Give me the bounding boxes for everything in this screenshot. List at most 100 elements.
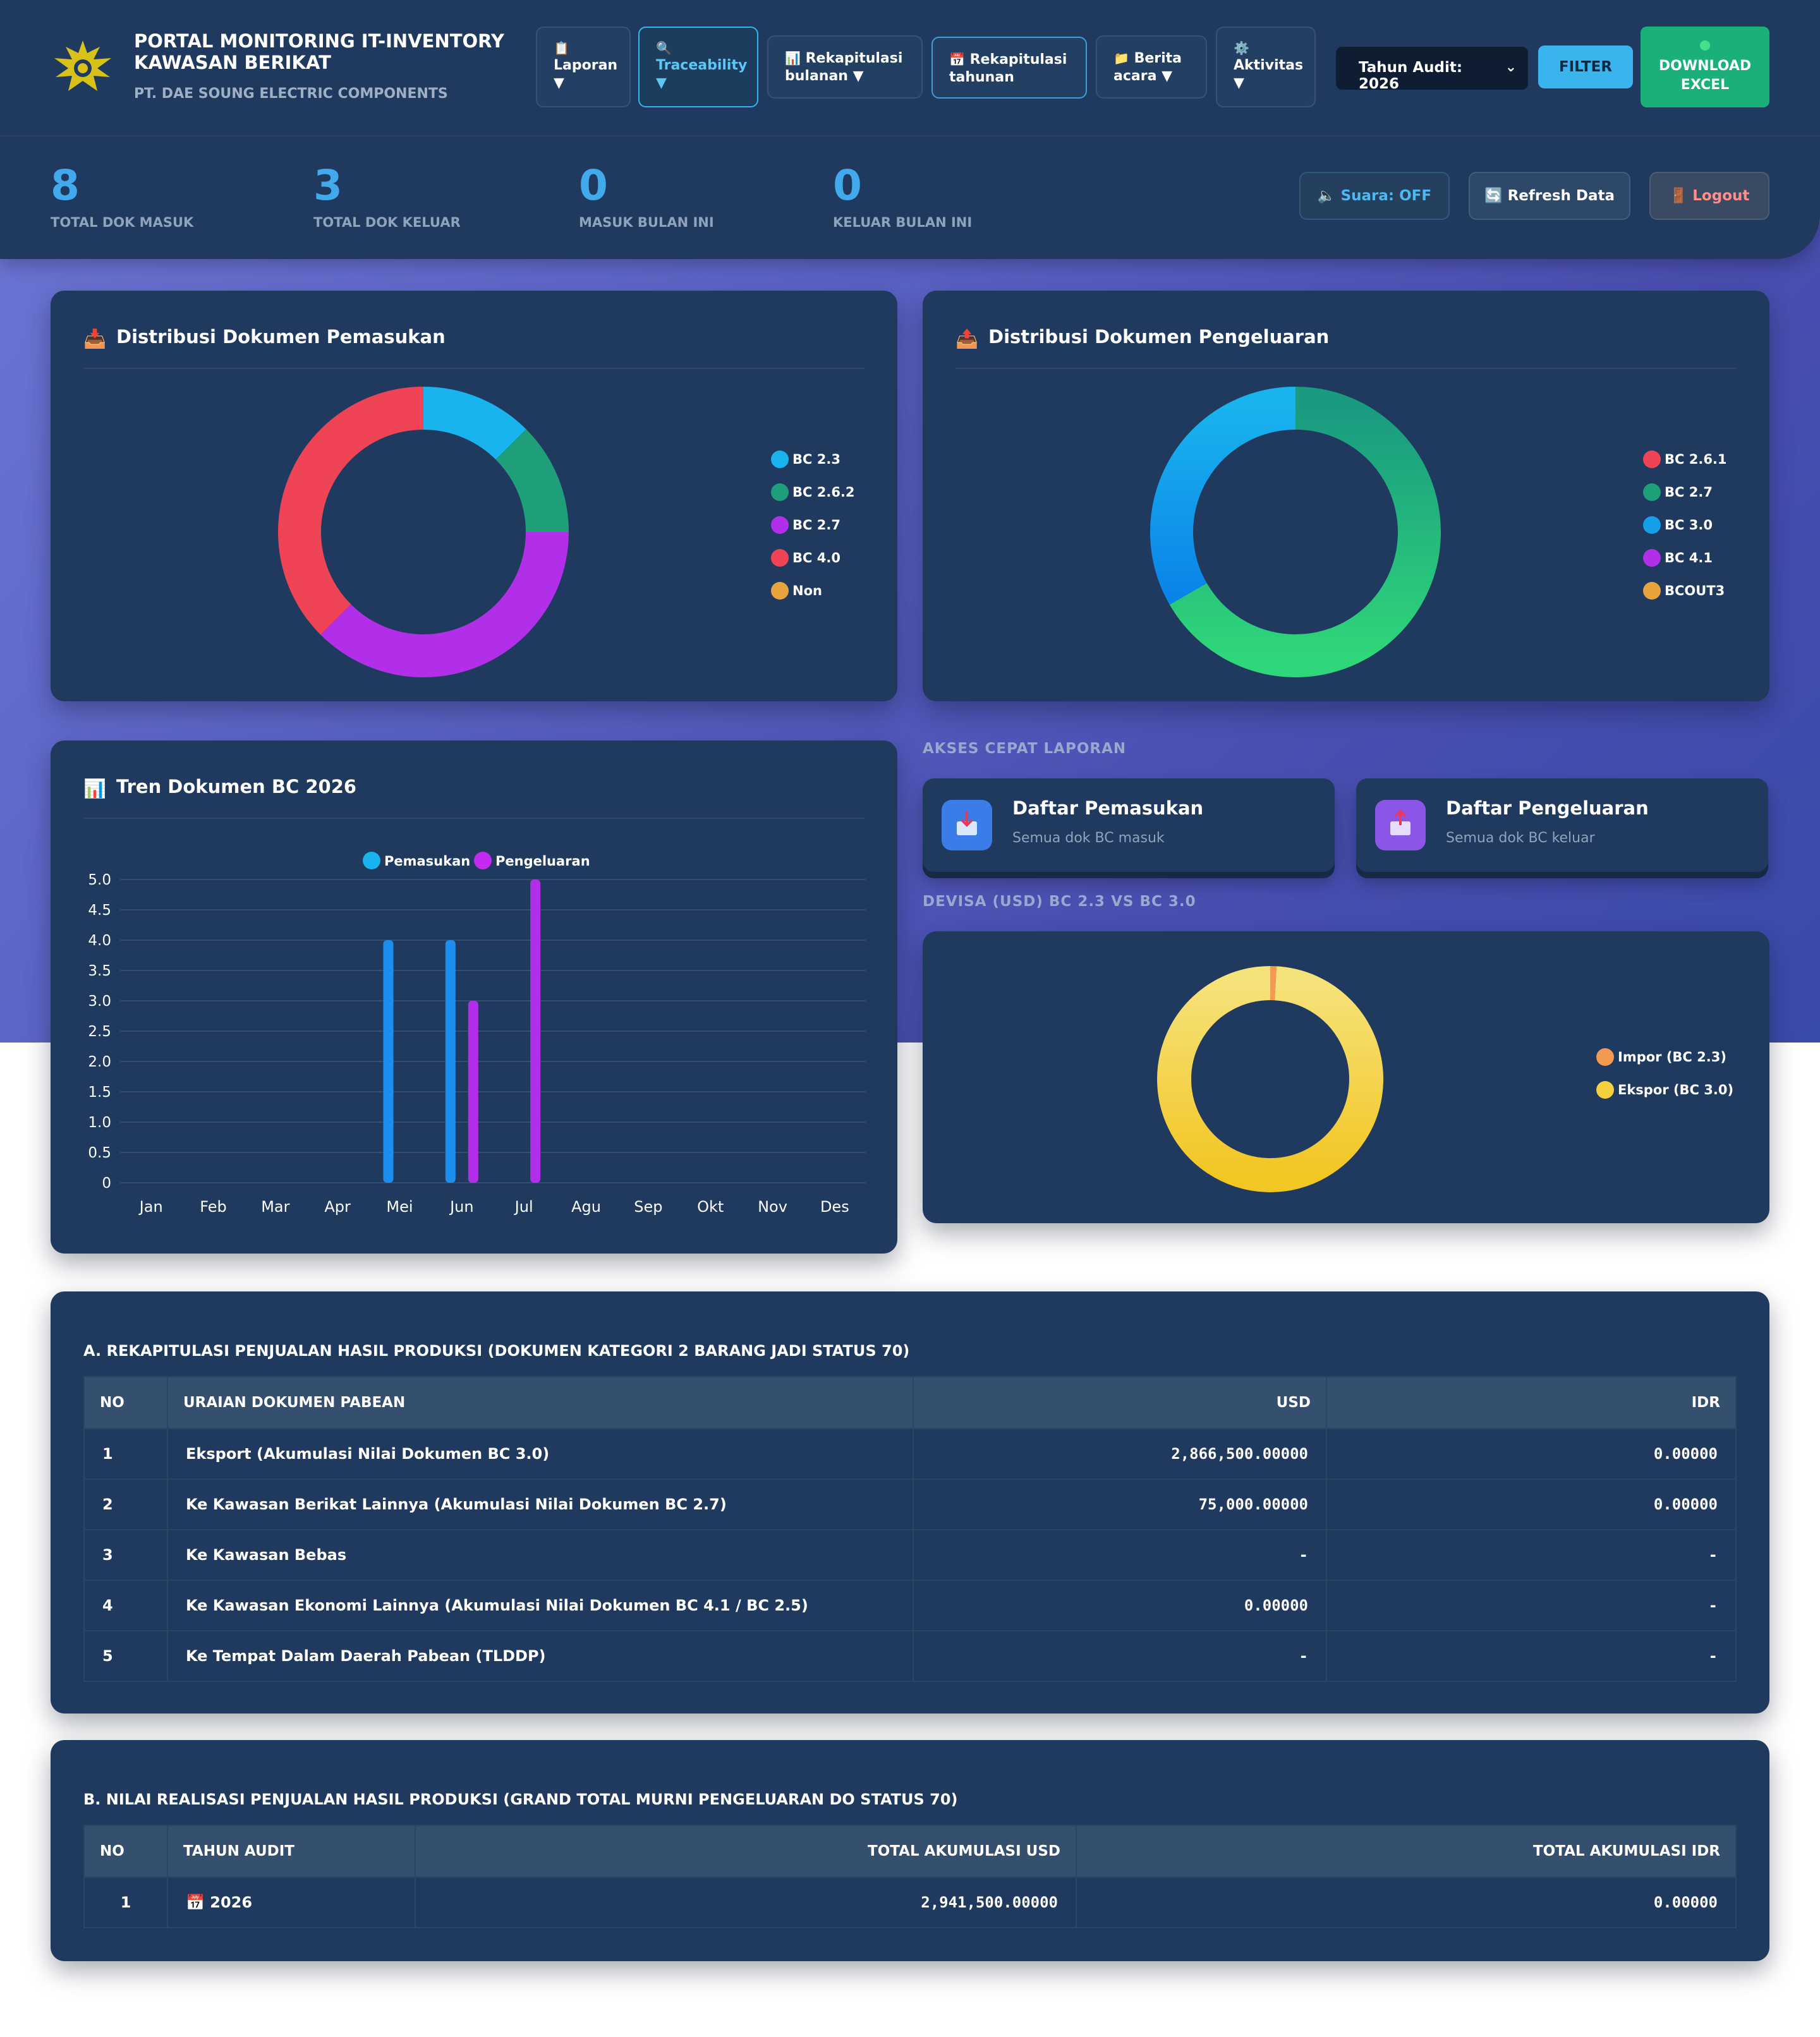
x-tick-label: Des — [820, 1198, 849, 1216]
legend-swatch — [771, 549, 789, 567]
y-tick-label: 4.0 — [88, 933, 111, 949]
table-a-title: A. REKAPITULASI PENJUALAN HASIL PRODUKSI… — [83, 1342, 910, 1360]
sound-toggle-button[interactable]: 🔈 Suara: OFF — [1299, 172, 1450, 220]
nav-rekap-tahunan[interactable]: 📅 Rekapitulasi tahunan — [931, 37, 1087, 99]
legend-swatch — [1596, 1081, 1614, 1099]
x-tick-label: Jul — [514, 1198, 533, 1216]
filter-button[interactable]: FILTER — [1538, 45, 1633, 88]
nav-rekap-bulanan[interactable]: 📊 Rekapitulasi bulanan ▼ — [767, 35, 923, 99]
donut-slice-bc-2-3[interactable] — [423, 387, 526, 461]
x-tick-label: Jan — [138, 1198, 163, 1216]
calendar-icon: 📅 — [949, 52, 965, 67]
x-tick-label: Mei — [386, 1198, 413, 1216]
y-tick-label: 3.5 — [88, 963, 111, 979]
table-row: 4 Ke Kawasan Ekonomi Lainnya (Akumulasi … — [83, 1580, 1737, 1631]
table-b-title: B. NILAI REALISASI PENJUALAN HASIL PRODU… — [83, 1791, 958, 1808]
refresh-button[interactable]: 🔄 Refresh Data — [1469, 172, 1630, 220]
donut-chart-pemasukan — [278, 387, 569, 677]
x-tick-label: Agu — [571, 1198, 601, 1216]
year-select[interactable]: Tahun Audit: 2026 ⌄ — [1336, 47, 1528, 92]
donut-slice-bc-2-7[interactable] — [320, 531, 569, 677]
x-tick-label: Feb — [200, 1198, 227, 1216]
nav-berita-acara[interactable]: 📁 Berita acara ▼ — [1096, 35, 1207, 99]
nav-aktivitas[interactable]: ⚙️ Aktivitas ▼ — [1216, 27, 1316, 107]
bar-pemasukan-mei[interactable] — [383, 940, 394, 1183]
legend-swatch — [474, 852, 492, 869]
legend-item: Impor (BC 2.3) — [1596, 1048, 1733, 1080]
folder-icon: 📁 — [1113, 51, 1129, 66]
logout-button[interactable]: 🚪 Logout — [1649, 172, 1769, 220]
refresh-icon: 🔄 — [1484, 188, 1503, 204]
donut-slice-bc-4-0[interactable] — [278, 387, 424, 635]
legend-item: BC 4.1 — [1643, 548, 1727, 581]
inbox-icon — [942, 800, 992, 850]
table-row: 1 Eksport (Akumulasi Nilai Dokumen BC 3.… — [83, 1428, 1737, 1480]
x-tick-label: Apr — [324, 1198, 351, 1216]
legend-swatch — [1643, 450, 1661, 468]
legend-item: BC 2.6.1 — [1643, 450, 1727, 483]
table-row: 2 Ke Kawasan Berikat Lainnya (Akumulasi … — [83, 1478, 1737, 1530]
chart-icon: 📊 — [785, 51, 801, 66]
nav-traceability[interactable]: 🔍 Traceability ▼ — [638, 27, 758, 107]
legend-swatch — [1596, 1048, 1614, 1066]
y-tick-label: 3.0 — [88, 993, 111, 1010]
company-name: PT. DAE SOUNG ELECTRIC COMPONENTS — [134, 86, 448, 102]
x-tick-label: Okt — [697, 1198, 724, 1216]
gear-icon: ⚙️ — [1234, 40, 1249, 56]
legend-item: BC 4.0 — [771, 548, 855, 581]
donut-slice-bc-3-0[interactable] — [1150, 387, 1296, 605]
card-distribusi-pemasukan: 📥 Distribusi Dokumen Pemasukan BC 2.3 BC … — [51, 291, 897, 701]
donut-slice-bc-2-6-2[interactable] — [495, 429, 569, 533]
outbox-icon — [1375, 800, 1426, 850]
outbox-icon: 📤 — [956, 328, 979, 349]
legend-item: Ekspor (BC 3.0) — [1596, 1080, 1733, 1113]
y-tick-label: 1.0 — [88, 1115, 111, 1131]
table-a: NO URAIAN DOKUMEN PABEAN USD IDR 1 Ekspo… — [83, 1376, 1737, 1682]
y-tick-label: 5.0 — [88, 872, 111, 888]
donut-slice-ekspor-bc-3-0-[interactable] — [1157, 966, 1383, 1192]
x-tick-label: Sep — [634, 1198, 662, 1216]
nav-laporan[interactable]: 📋 Laporan ▼ — [536, 27, 631, 107]
legend-swatch — [1643, 582, 1661, 600]
legend-pemasukan: BC 2.3 BC 2.6.2 BC 2.7 BC 4.0 Non — [771, 450, 855, 614]
legend-swatch — [771, 582, 789, 600]
legend-swatch — [363, 852, 380, 869]
legend-item: Non — [771, 581, 855, 614]
section-label-akses: AKSES CEPAT LAPORAN — [923, 740, 1127, 757]
legend-item: BC 2.7 — [1643, 483, 1727, 516]
table-row: 1 📅 2026 2,941,500.00000 0.00000 — [83, 1877, 1737, 1928]
y-tick-label: 2.5 — [88, 1024, 111, 1040]
bar-chart-tren: Pemasukan Pengeluaran 5.0 4.5 4.0 3.5 3.0 2.5 2… — [88, 852, 866, 1216]
stat-masuk-bulan: 0 MASUK BULAN INI — [579, 161, 714, 230]
table-b: NO TAHUN AUDIT TOTAL AKUMULASI USD TOTAL… — [83, 1825, 1737, 1928]
legend-item: BCOUT3 — [1643, 581, 1727, 614]
excel-icon — [1700, 40, 1710, 51]
legend-swatch — [771, 450, 789, 468]
customs-logo-icon — [54, 40, 111, 91]
y-tick-label: 2.0 — [88, 1054, 111, 1070]
donut-slice-bc-2-7[interactable] — [1169, 387, 1441, 677]
clipboard-icon: 📋 — [554, 40, 569, 56]
legend-devisa: Impor (BC 2.3) Ekspor (BC 3.0) — [1596, 1048, 1733, 1113]
legend-item: BC 2.3 — [771, 450, 855, 483]
stat-total-masuk: 8 TOTAL DOK MASUK — [51, 161, 194, 230]
download-excel-button[interactable]: DOWNLOAD EXCEL — [1641, 27, 1769, 107]
bar-pengeluaran-jul[interactable] — [530, 879, 541, 1183]
x-tick-label: Mar — [261, 1198, 289, 1216]
table-row: 5 Ke Tempat Dalam Daerah Pabean (TLDDP) … — [83, 1630, 1737, 1682]
x-tick-label: Jun — [449, 1198, 474, 1216]
donut-chart-pengeluaran — [1150, 387, 1441, 677]
stat-total-keluar: 3 TOTAL DOK KELUAR — [313, 161, 461, 230]
door-icon: 🚪 — [1669, 188, 1688, 204]
bar-pengeluaran-jun[interactable] — [468, 1001, 478, 1183]
y-tick-label: 1.5 — [88, 1084, 111, 1101]
bar-pemasukan-jun[interactable] — [445, 940, 456, 1183]
search-icon: 🔍 — [656, 40, 672, 56]
card-title: Tren Dokumen BC 2026 — [116, 776, 357, 797]
legend-swatch — [1643, 483, 1661, 501]
quick-daftar-pengeluaran[interactable]: Daftar Pengeluaran Semua dok BC keluar — [1356, 778, 1768, 872]
quick-daftar-pemasukan[interactable]: Daftar Pemasukan Semua dok BC masuk — [923, 778, 1335, 872]
donut-chart-devisa — [1157, 966, 1383, 1192]
legend-item: BC 2.7 — [771, 516, 855, 548]
table-row: 3 Ke Kawasan Bebas - - — [83, 1529, 1737, 1581]
